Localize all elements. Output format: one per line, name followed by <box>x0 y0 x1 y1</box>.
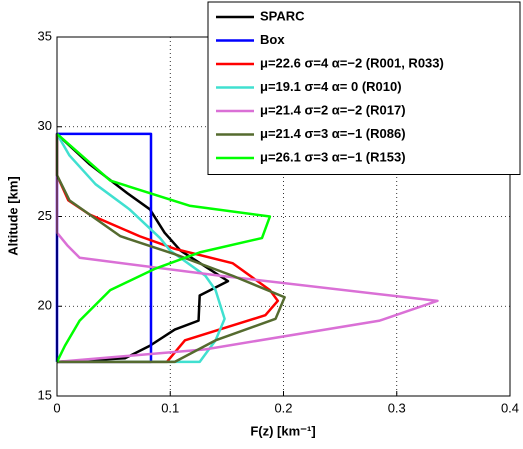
series-line <box>55 132 272 363</box>
y-tick-label: 25 <box>38 208 52 223</box>
x-tick-label: 0 <box>53 400 60 415</box>
legend-label: μ=19.1 σ=4 α= 0 (R010) <box>260 79 402 94</box>
legend-label: μ=26.1 σ=3 α=−1 (R153) <box>260 149 406 164</box>
legend-label: μ=21.4 σ=3 α=−1 (R086) <box>260 126 406 141</box>
series-line <box>55 133 286 364</box>
series-line <box>55 133 226 364</box>
y-tick-label: 20 <box>38 298 52 313</box>
y-tick-label: 35 <box>38 28 52 43</box>
y-tick-label: 15 <box>38 387 52 402</box>
legend-box <box>207 1 521 175</box>
legend-label: μ=22.6 σ=4 α=−2 (R001, R033) <box>260 55 444 70</box>
y-axis-label: Altitude [km] <box>5 176 20 255</box>
y-tick-label: 30 <box>38 118 52 133</box>
x-tick-label: 0.3 <box>388 400 406 415</box>
x-axis-label: F(z) [km⁻¹] <box>250 423 315 438</box>
x-tick-label: 0.4 <box>501 400 519 415</box>
series-line <box>55 133 439 364</box>
x-tick-label: 0.2 <box>274 400 292 415</box>
legend-label: SPARC <box>260 8 305 23</box>
x-tick-label: 0.1 <box>161 400 179 415</box>
legend-label: Box <box>260 32 285 47</box>
legend-label: μ=21.4 σ=2 α=−2 (R017) <box>260 102 406 117</box>
